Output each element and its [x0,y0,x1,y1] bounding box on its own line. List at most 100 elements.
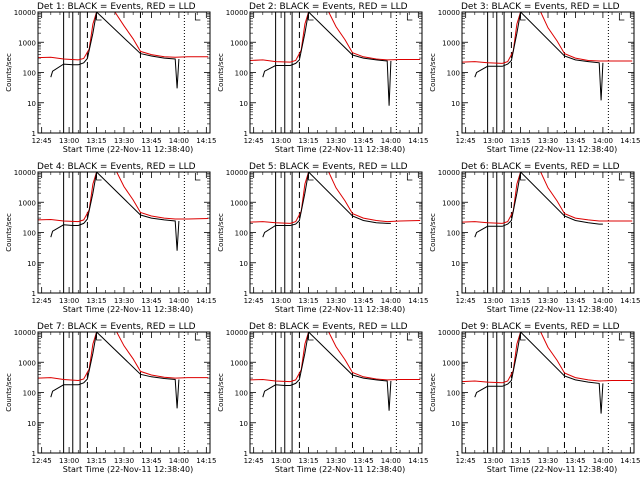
x-axis-label: Start Time (22-Nov-11 12:38:40) [63,145,193,154]
y-tick-label: 1 [32,450,36,458]
panel-frame [37,331,211,454]
y-tick-label: 1000 [18,39,36,47]
bracket-marker [520,173,526,181]
y-tick-label: 1 [456,130,460,138]
y-tick-label: 10000 [14,329,36,337]
y-tick-label: 100 [447,70,460,78]
x-tick-label: 13:30 [326,297,346,305]
x-tick-label: 13:45 [141,457,161,465]
y-tick-label: 10 [27,100,36,108]
x-tick-label: 13:30 [114,137,134,145]
y-tick-label: 10000 [226,9,248,17]
x-tick-label: 13:15 [298,137,318,145]
bracket-marker [618,173,625,181]
x-axis-label: Start Time (22-Nov-11 12:38:40) [487,145,617,154]
x-tick-label: 14:15 [408,457,428,465]
y-axis-label: Counts/sec [429,213,437,252]
y-axis-label: Counts/sec [429,373,437,412]
events-series-line [50,172,180,251]
y-tick-label: 1 [32,130,36,138]
y-tick-label: 1000 [18,359,36,367]
bracket-marker [96,13,102,21]
x-tick-label: 12:45 [456,457,476,465]
detector-panel: Det 2: BLACK = Events, RED = LLD Counts/s… [217,2,428,154]
plot-area [38,12,210,133]
x-tick-label: 12:45 [456,137,476,145]
x-tick-label: 13:45 [565,297,585,305]
y-axis-label: Counts/sec [5,53,13,92]
bracket-marker [308,333,314,341]
x-tick-label: 13:00 [483,457,503,465]
x-tick-label: 13:15 [298,297,318,305]
x-tick-label: 13:00 [483,297,503,305]
panel-title: Det 8: BLACK = Events, RED = LLD [249,322,408,332]
y-tick-label: 100 [235,70,248,78]
panel-frame [249,331,423,454]
y-tick-label: 10000 [226,169,248,177]
y-axis-label: Counts/sec [5,213,13,252]
lld-series-line [462,332,633,384]
events-series-line [262,332,392,411]
plot-area [462,12,634,133]
x-axis-label: Start Time (22-Nov-11 12:38:40) [487,305,617,314]
x-tick-label: 13:45 [353,457,373,465]
y-tick-label: 10 [27,420,36,428]
y-tick-label: 100 [447,230,460,238]
plot-area [250,332,422,453]
y-tick-label: 10000 [438,329,460,337]
x-tick-label: 14:15 [408,137,428,145]
x-tick-label: 12:45 [244,297,264,305]
x-axis-label: Start Time (22-Nov-11 12:38:40) [275,305,405,314]
panel-frame [461,171,635,294]
events-series-line [474,12,604,101]
plot-area [38,172,210,293]
y-axis-label: Counts/sec [5,373,13,412]
x-tick-label: 14:15 [620,137,640,145]
x-tick-label: 13:00 [271,137,291,145]
x-tick-label: 13:45 [141,297,161,305]
x-tick-label: 14:00 [593,297,613,305]
bracket-marker [520,13,526,21]
x-tick-label: 12:45 [244,137,264,145]
events-series-line [50,332,180,409]
x-axis-label: Start Time (22-Nov-11 12:38:40) [275,145,405,154]
y-tick-label: 1000 [230,39,248,47]
y-tick-label: 10000 [438,169,460,177]
detector-panel: Det 9: BLACK = Events, RED = LLD Counts/s… [429,322,640,474]
x-tick-label: 12:45 [32,457,52,465]
y-tick-label: 10000 [14,169,36,177]
y-axis-label: Counts/sec [217,373,225,412]
x-tick-label: 14:00 [381,297,401,305]
x-axis-label: Start Time (22-Nov-11 12:38:40) [487,465,617,474]
bracket-marker [308,13,314,21]
lld-series-line [38,172,209,223]
y-tick-label: 1000 [442,359,460,367]
y-tick-label: 100 [23,230,36,238]
lld-series-line [250,172,421,224]
y-tick-label: 1 [32,290,36,298]
y-tick-label: 10 [451,100,460,108]
panel-frame [461,11,635,134]
lld-series-line [38,332,209,382]
y-tick-label: 10 [451,260,460,268]
x-tick-label: 13:15 [86,137,106,145]
x-tick-label: 12:45 [32,137,52,145]
x-tick-label: 13:30 [538,297,558,305]
x-tick-label: 12:45 [456,297,476,305]
y-tick-label: 100 [447,390,460,398]
x-tick-label: 13:15 [510,137,530,145]
panel-title: Det 1: BLACK = Events, RED = LLD [37,2,196,12]
x-tick-label: 12:45 [244,457,264,465]
x-axis-label: Start Time (22-Nov-11 12:38:40) [63,465,193,474]
bracket-marker [194,13,201,21]
x-axis-label: Start Time (22-Nov-11 12:38:40) [63,305,193,314]
x-tick-label: 14:00 [593,457,613,465]
panel-frame [461,331,635,454]
y-tick-label: 1 [244,130,248,138]
lld-series-line [462,12,633,64]
bracket-marker [194,173,201,181]
x-tick-label: 12:45 [32,297,52,305]
y-tick-label: 100 [23,390,36,398]
x-tick-label: 13:45 [565,137,585,145]
x-tick-label: 13:45 [353,137,373,145]
